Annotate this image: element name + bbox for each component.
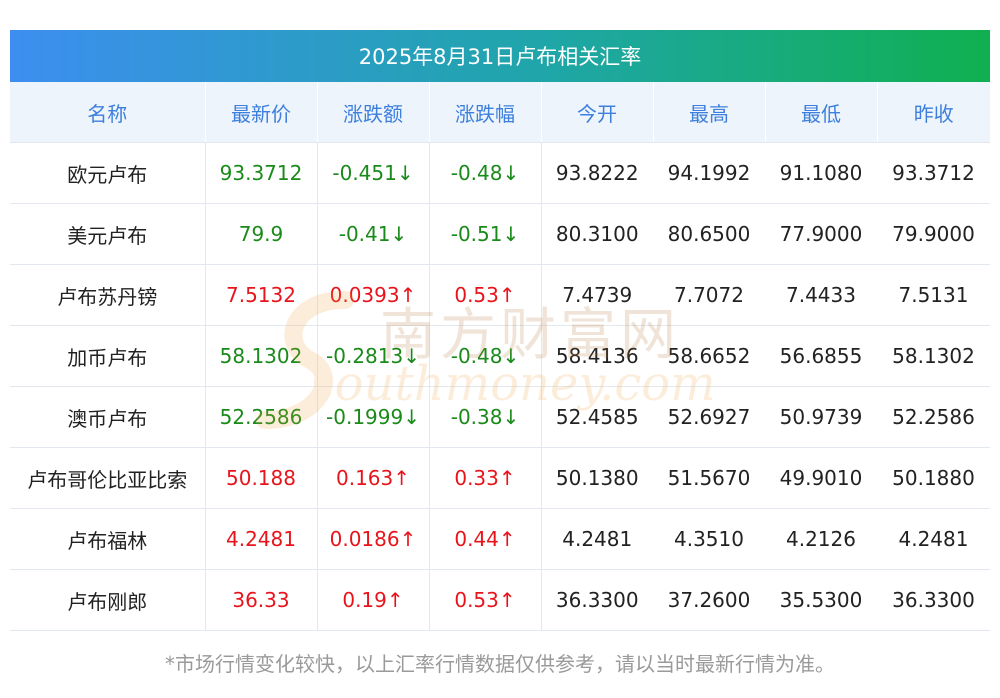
column-header-high: 最高 xyxy=(652,82,765,143)
cell-change-pct: -0.48↓ xyxy=(429,325,542,387)
table-row: 卢布苏丹镑 7.5132 0.0393↑ 0.53↑ 7.4739 7.7072 7.443… xyxy=(10,264,990,326)
table-row: 卢布福林 4.2481 0.0186↑ 0.44↑ 4.2481 4.3510 4.2126… xyxy=(10,508,990,570)
cell-name: 澳币卢布 xyxy=(10,386,206,448)
cell-prev-close: 4.2481 xyxy=(877,508,990,570)
table-row: 澳币卢布 52.2586 -0.1999↓ -0.38↓ 52.4585 52.6927 5… xyxy=(10,386,990,448)
disclaimer-footer: *市场行情变化较快，以上汇率行情数据仅供参考，请以当时最新行情为准。 xyxy=(165,652,835,676)
cell-prev-close: 52.2586 xyxy=(877,386,990,448)
cell-open: 50.1380 xyxy=(541,447,653,509)
cell-change-pct: 0.53↑ xyxy=(429,264,542,326)
cell-change: 0.0186↑ xyxy=(317,508,430,570)
cell-change-pct: -0.48↓ xyxy=(429,142,542,204)
cell-change-pct: -0.51↓ xyxy=(429,203,542,265)
cell-high: 58.6652 xyxy=(653,325,765,387)
cell-open: 4.2481 xyxy=(541,508,653,570)
table-header-row: 名称 最新价 涨跌额 涨跌幅 今开 最高 最低 昨收 xyxy=(10,82,990,143)
column-header-prev-close: 昨收 xyxy=(876,82,990,143)
cell-high: 80.6500 xyxy=(653,203,765,265)
cell-prev-close: 7.5131 xyxy=(877,264,990,326)
cell-name: 美元卢布 xyxy=(10,203,206,265)
cell-name: 卢布刚郎 xyxy=(10,569,206,631)
cell-prev-close: 93.3712 xyxy=(877,142,990,204)
cell-low: 35.5300 xyxy=(765,569,877,631)
cell-latest: 58.1302 xyxy=(205,325,318,387)
cell-change-pct: 0.33↑ xyxy=(429,447,542,509)
cell-low: 7.4433 xyxy=(765,264,877,326)
table-row: 加币卢布 58.1302 -0.2813↓ -0.48↓ 58.4136 58.6652 5… xyxy=(10,325,990,387)
cell-low: 77.9000 xyxy=(765,203,877,265)
cell-open: 52.4585 xyxy=(541,386,653,448)
cell-latest: 93.3712 xyxy=(205,142,318,204)
cell-name: 欧元卢布 xyxy=(10,142,206,204)
cell-name: 卢布苏丹镑 xyxy=(10,264,206,326)
cell-high: 51.5670 xyxy=(653,447,765,509)
cell-change: -0.41↓ xyxy=(317,203,430,265)
cell-change-pct: 0.44↑ xyxy=(429,508,542,570)
cell-latest: 50.188 xyxy=(205,447,318,509)
cell-open: 58.4136 xyxy=(541,325,653,387)
rate-table: 名称 最新价 涨跌额 涨跌幅 今开 最高 最低 昨收 欧元卢布 93.3712 -0… xyxy=(10,82,990,631)
cell-name: 加币卢布 xyxy=(10,325,206,387)
table-row: 美元卢布 79.9 -0.41↓ -0.51↓ 80.3100 80.6500 77.900… xyxy=(10,203,990,265)
column-header-change-pct: 涨跌幅 xyxy=(428,82,541,143)
cell-change-pct: 0.53↑ xyxy=(429,569,542,631)
cell-latest: 4.2481 xyxy=(205,508,318,570)
cell-open: 80.3100 xyxy=(541,203,653,265)
cell-high: 52.6927 xyxy=(653,386,765,448)
page-title-banner: 2025年8月31日卢布相关汇率 xyxy=(10,30,990,82)
cell-open: 93.8222 xyxy=(541,142,653,204)
column-header-open: 今开 xyxy=(540,82,653,143)
cell-low: 50.9739 xyxy=(765,386,877,448)
cell-prev-close: 58.1302 xyxy=(877,325,990,387)
cell-change-pct: -0.38↓ xyxy=(429,386,542,448)
cell-low: 49.9010 xyxy=(765,447,877,509)
cell-open: 7.4739 xyxy=(541,264,653,326)
cell-high: 7.7072 xyxy=(653,264,765,326)
table-row: 欧元卢布 93.3712 -0.451↓ -0.48↓ 93.8222 94.1992 91… xyxy=(10,142,990,204)
cell-latest: 52.2586 xyxy=(205,386,318,448)
cell-prev-close: 79.9000 xyxy=(877,203,990,265)
cell-latest: 36.33 xyxy=(205,569,318,631)
cell-prev-close: 50.1880 xyxy=(877,447,990,509)
cell-latest: 79.9 xyxy=(205,203,318,265)
cell-latest: 7.5132 xyxy=(205,264,318,326)
cell-name: 卢布哥伦比亚比索 xyxy=(10,447,206,509)
cell-change: -0.1999↓ xyxy=(317,386,430,448)
cell-change: -0.451↓ xyxy=(317,142,430,204)
cell-change: 0.0393↑ xyxy=(317,264,430,326)
cell-name: 卢布福林 xyxy=(10,508,206,570)
cell-change: -0.2813↓ xyxy=(317,325,430,387)
cell-high: 4.3510 xyxy=(653,508,765,570)
table-row: 卢布哥伦比亚比索 50.188 0.163↑ 0.33↑ 50.1380 51.5670 4… xyxy=(10,447,990,509)
cell-low: 56.6855 xyxy=(765,325,877,387)
cell-open: 36.3300 xyxy=(541,569,653,631)
cell-low: 4.2126 xyxy=(765,508,877,570)
cell-high: 37.2600 xyxy=(653,569,765,631)
cell-change: 0.163↑ xyxy=(317,447,430,509)
column-header-name: 名称 xyxy=(10,82,205,143)
column-header-low: 最低 xyxy=(764,82,877,143)
column-header-change: 涨跌额 xyxy=(316,82,429,143)
cell-prev-close: 36.3300 xyxy=(877,569,990,631)
page-title: 2025年8月31日卢布相关汇率 xyxy=(358,45,642,69)
column-header-latest: 最新价 xyxy=(204,82,317,143)
cell-high: 94.1992 xyxy=(653,142,765,204)
cell-low: 91.1080 xyxy=(765,142,877,204)
cell-change: 0.19↑ xyxy=(317,569,430,631)
table-row: 卢布刚郎 36.33 0.19↑ 0.53↑ 36.3300 37.2600 35.5300… xyxy=(10,569,990,631)
